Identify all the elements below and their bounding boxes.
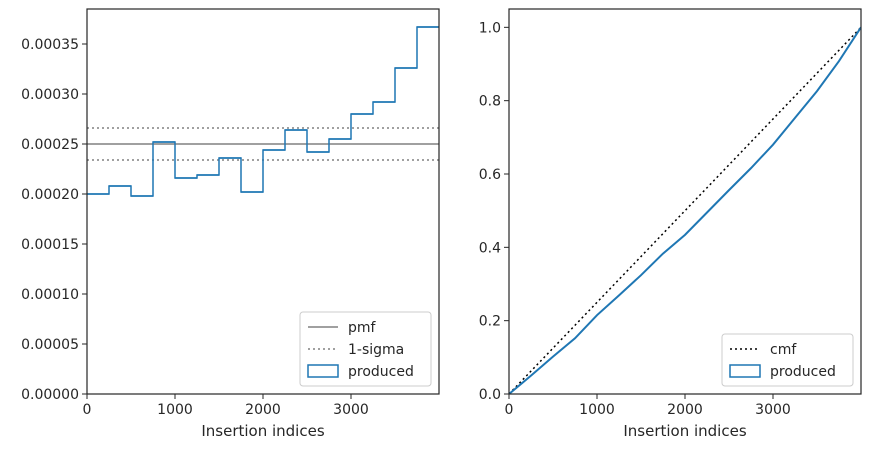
y-tick-label: 0.8 [479, 94, 501, 110]
legend-label-produced: produced [770, 364, 836, 380]
y-tick-label: 0.00015 [21, 237, 79, 253]
legend-label-cmf: cmf [770, 342, 797, 358]
legend-produced-swatch [307, 364, 339, 378]
y-tick-label: 0.2 [479, 314, 501, 330]
legend-box [721, 333, 854, 387]
produced-line [509, 26, 861, 394]
y-tick-label: 1.0 [479, 20, 501, 36]
y-tick-label: 0.00030 [21, 87, 79, 103]
y-tick-label: 0.00010 [21, 287, 79, 303]
produced-step-line [87, 26, 439, 197]
y-tick-label: 0.00035 [21, 37, 79, 53]
chart-panel-1: 0 1000 2000 3000 0.00000 0.00005 0.00010 0.0001… [21, 8, 440, 440]
x-tick-label: 0 [83, 402, 92, 418]
y-tick-label: 0.00025 [21, 137, 79, 153]
x-tick-label: 1000 [579, 402, 615, 418]
x-axis-label: Insertion indices [201, 422, 324, 440]
x-tick-label: 1000 [157, 402, 193, 418]
legend: cmf produced [721, 333, 854, 387]
plot-area [509, 26, 861, 394]
x-tick-label: 3000 [755, 402, 791, 418]
legend-box [299, 311, 432, 387]
legend-produced-swatch [729, 364, 761, 378]
y-tick-label: 0.00020 [21, 187, 79, 203]
x-tick-label: 2000 [667, 402, 703, 418]
x-axis-label: Insertion indices [623, 422, 746, 440]
legend-label-1-sigma: 1-sigma [348, 342, 404, 358]
legend: pmf 1-sigma produced [299, 311, 432, 387]
x-tick-label: 2000 [245, 402, 281, 418]
chart-panel-2: 0 1000 2000 3000 0.0 0.2 0.4 0.6 0.8 1.0 Insertion… [479, 8, 862, 440]
x-tick-label: 0 [505, 402, 514, 418]
y-tick-label: 0.4 [479, 240, 501, 256]
y-tick-label: 0.6 [479, 167, 501, 183]
legend-label-pmf: pmf [348, 320, 377, 336]
plot-area [87, 26, 439, 197]
legend-label-produced: produced [348, 364, 414, 380]
y-tick-label: 0.00005 [21, 337, 79, 353]
y-tick-label: 0.0 [479, 387, 501, 403]
x-tick-label: 3000 [333, 402, 369, 418]
y-tick-label: 0.00000 [21, 387, 79, 403]
